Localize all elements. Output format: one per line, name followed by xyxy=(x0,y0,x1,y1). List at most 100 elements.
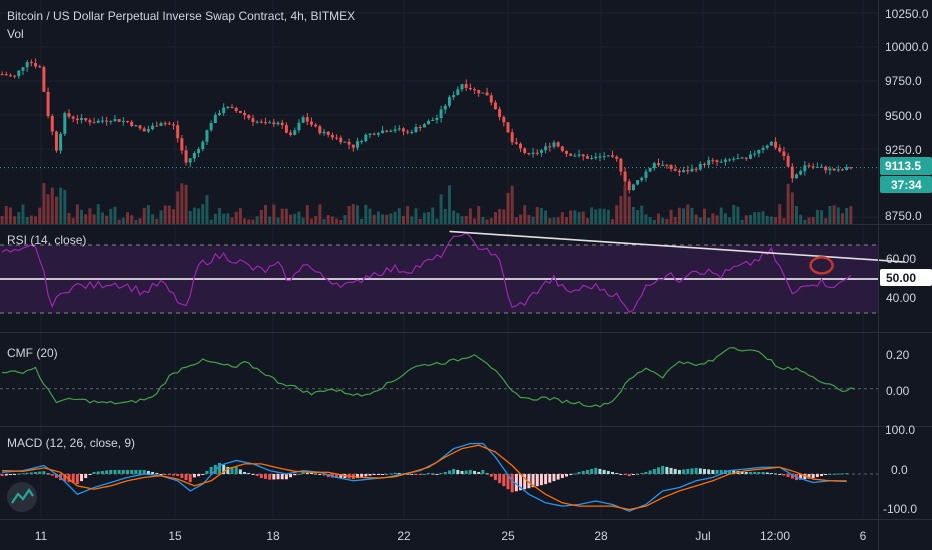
volume-bar xyxy=(301,217,305,224)
macd-histogram-bar xyxy=(757,471,761,474)
macd-histogram-bar xyxy=(648,470,652,474)
candle-body xyxy=(552,142,556,147)
candle-body xyxy=(418,127,422,129)
macd-histogram-bar xyxy=(422,474,426,475)
candle-body xyxy=(46,91,50,117)
time-tick: 12:00 xyxy=(760,529,790,543)
macd-histogram-bar xyxy=(259,474,263,479)
price-axis[interactable]: 10250.0 10000.0 9750.0 9500.0 9250.0 875… xyxy=(880,7,932,223)
macd-histogram-bar xyxy=(113,469,117,474)
rsi-trendline[interactable] xyxy=(449,230,906,263)
macd-axis[interactable]: 100.0 0.0 -100.0 xyxy=(883,423,917,516)
rsi-axis[interactable]: 60.00 50.00 40.00 xyxy=(880,252,932,305)
candle-body xyxy=(180,138,184,151)
macd-histogram-bar xyxy=(410,474,414,475)
time-tick: 25 xyxy=(501,529,515,543)
macd-histogram-bar xyxy=(435,474,439,475)
candle-body xyxy=(163,123,167,125)
candle-body xyxy=(435,118,439,121)
volume-bar xyxy=(435,218,439,224)
candle-body xyxy=(840,169,844,171)
candle-body xyxy=(234,107,238,111)
candle-body xyxy=(427,120,431,125)
candle-body xyxy=(661,164,665,166)
price-pane[interactable] xyxy=(0,58,878,224)
macd-histogram-bar xyxy=(243,471,247,474)
candle-body xyxy=(339,137,343,143)
volume-bar xyxy=(611,219,614,224)
candle-body xyxy=(134,125,138,127)
macd-histogram-bar xyxy=(17,473,21,475)
volume-bar xyxy=(100,212,104,224)
macd-histogram-bar xyxy=(661,465,665,474)
volume-bar xyxy=(305,205,309,224)
volume-bar xyxy=(163,205,167,224)
price-candles xyxy=(0,58,853,194)
candle-body xyxy=(594,156,598,159)
macd-histogram-bar xyxy=(514,474,518,492)
volume-bar xyxy=(753,212,757,224)
candle-body xyxy=(703,163,706,165)
volume-bar xyxy=(840,213,844,224)
volume-bar xyxy=(836,207,840,224)
macd-histogram-bar xyxy=(644,471,648,474)
volume-bar xyxy=(703,208,706,224)
volume-bar xyxy=(498,208,502,224)
macd-histogram-bar xyxy=(138,469,142,474)
volume-bar xyxy=(410,216,414,224)
cmf-pane[interactable] xyxy=(0,347,878,408)
volume-bar xyxy=(330,216,334,224)
volume-bar xyxy=(25,216,29,224)
candle-body xyxy=(159,123,163,126)
time-axis[interactable]: 11 15 18 22 25 28 Jul 12:00 6 xyxy=(35,529,867,543)
price-tick: 8750.0 xyxy=(885,209,922,223)
volume-bar xyxy=(142,207,146,224)
volume-bars xyxy=(0,183,853,224)
candle-body xyxy=(80,118,84,121)
rsi-highlight-circle[interactable] xyxy=(809,256,834,275)
volume-bar xyxy=(732,204,736,224)
macd-histogram-bar xyxy=(146,470,150,474)
macd-histogram-bar xyxy=(117,469,121,474)
last-price-value: 9113.5 xyxy=(885,159,921,173)
volume-bar xyxy=(355,205,359,224)
volume-bar xyxy=(54,196,58,224)
macd-histogram-bar xyxy=(782,474,786,476)
candle-body xyxy=(439,109,443,119)
macd-pane[interactable] xyxy=(0,442,878,512)
volume-bar xyxy=(581,211,585,224)
volume-bar xyxy=(514,217,518,224)
volume-bar xyxy=(251,219,255,224)
tradingview-logo-button[interactable] xyxy=(7,482,37,512)
volume-bar xyxy=(740,219,744,224)
candle-body xyxy=(636,180,640,185)
volume-bar xyxy=(427,212,431,224)
volume-bar xyxy=(339,219,343,224)
candle-body xyxy=(615,156,619,159)
candle-body xyxy=(401,128,405,132)
volume-bar xyxy=(42,183,46,224)
rsi-pane[interactable] xyxy=(0,230,906,314)
macd-histogram-bar xyxy=(619,474,623,475)
candle-body xyxy=(565,150,569,154)
macd-histogram-bar xyxy=(376,474,380,475)
candle-body xyxy=(222,107,226,114)
candle-body xyxy=(117,119,121,122)
macd-histogram-bar xyxy=(485,473,489,475)
candle-body xyxy=(360,141,364,143)
macd-histogram-bar xyxy=(92,471,96,474)
volume-bar xyxy=(21,204,25,224)
volume-bar xyxy=(255,216,259,224)
volume-bar xyxy=(343,215,347,224)
candle-body xyxy=(192,152,196,159)
candle-body xyxy=(698,163,702,170)
macd-histogram-bar xyxy=(192,474,196,478)
volume-bar xyxy=(422,212,426,224)
cmf-axis[interactable]: 0.20 0.00 xyxy=(886,348,910,398)
volume-bar xyxy=(134,219,138,224)
macd-histogram-bar xyxy=(414,474,418,475)
candle-body xyxy=(774,141,778,148)
candle-body xyxy=(761,147,765,150)
candle-body xyxy=(96,120,100,123)
